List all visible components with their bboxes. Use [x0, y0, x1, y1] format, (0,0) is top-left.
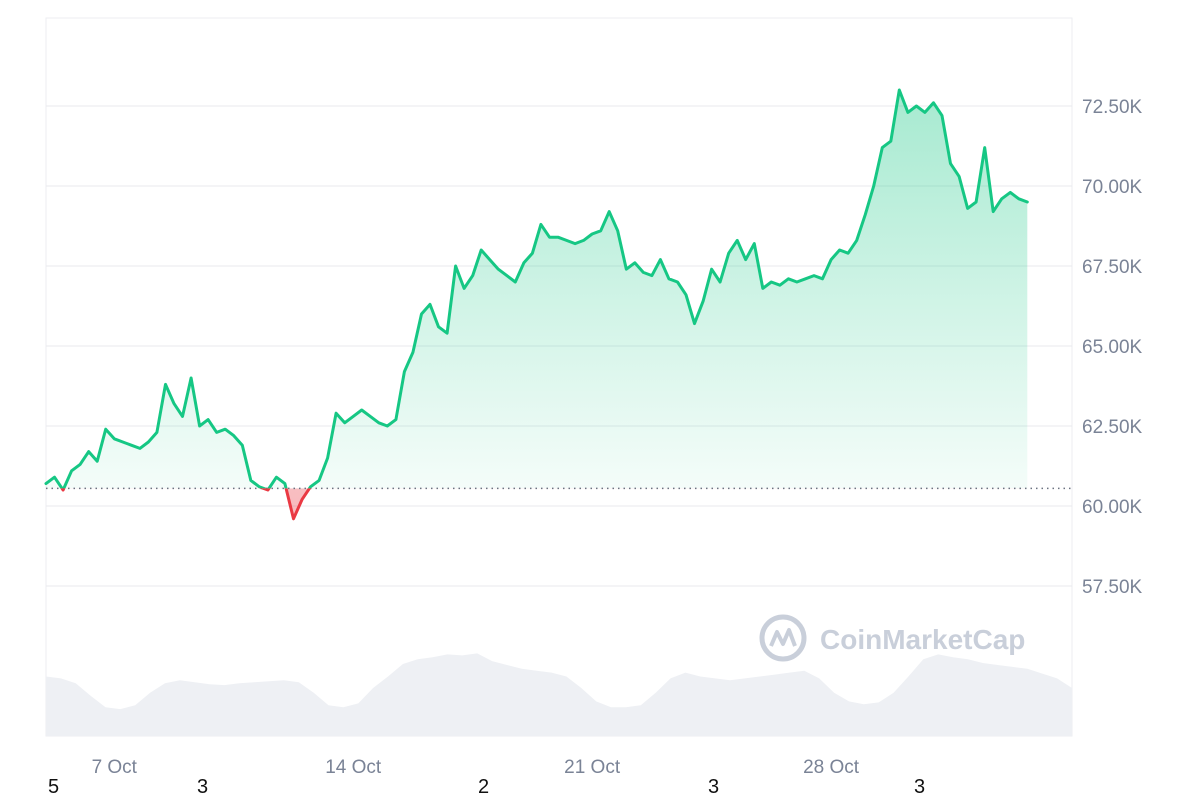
line-layer [44, 88, 1029, 521]
price-area-down [46, 488, 1028, 519]
footer-label: 3 [708, 776, 720, 798]
y-tick-label: 57.50K [1082, 577, 1143, 598]
y-tick-label: 72.50K [1082, 97, 1143, 118]
footer-label: 3 [197, 776, 209, 798]
watermark-logo-icon [759, 614, 807, 662]
watermark-text: CoinMarketCap [820, 624, 1025, 655]
watermark-logo-wave [769, 628, 797, 647]
footer-label: 3 [914, 776, 926, 798]
y-axis-ticks: 57.50K 60.00K 62.50K 65.00K 67.50K 70.00K 72.5… [1082, 97, 1143, 598]
price-area-up [46, 90, 1028, 489]
y-tick-label: 65.00K [1082, 337, 1143, 358]
y-tick-label: 60.00K [1082, 497, 1143, 518]
volume-area [46, 653, 1072, 736]
y-tick-label: 67.50K [1082, 257, 1143, 278]
x-tick-label: 14 Oct [325, 757, 382, 778]
x-tick-label: 21 Oct [564, 757, 621, 778]
footer-label: 5 [48, 776, 60, 798]
x-tick-label: 7 Oct [92, 757, 138, 778]
y-tick-label: 62.50K [1082, 417, 1143, 438]
volume-layer [46, 653, 1072, 736]
footer-label: 2 [478, 776, 490, 798]
price-line-up [44, 88, 1029, 489]
area-layer [46, 90, 1028, 519]
y-tick-label: 70.00K [1082, 177, 1143, 198]
coinmarketcap-watermark: CoinMarketCap [759, 614, 1025, 662]
x-axis-ticks: 7 Oct 14 Oct 21 Oct 28 Oct [92, 757, 860, 778]
x-tick-label: 28 Oct [803, 757, 860, 778]
